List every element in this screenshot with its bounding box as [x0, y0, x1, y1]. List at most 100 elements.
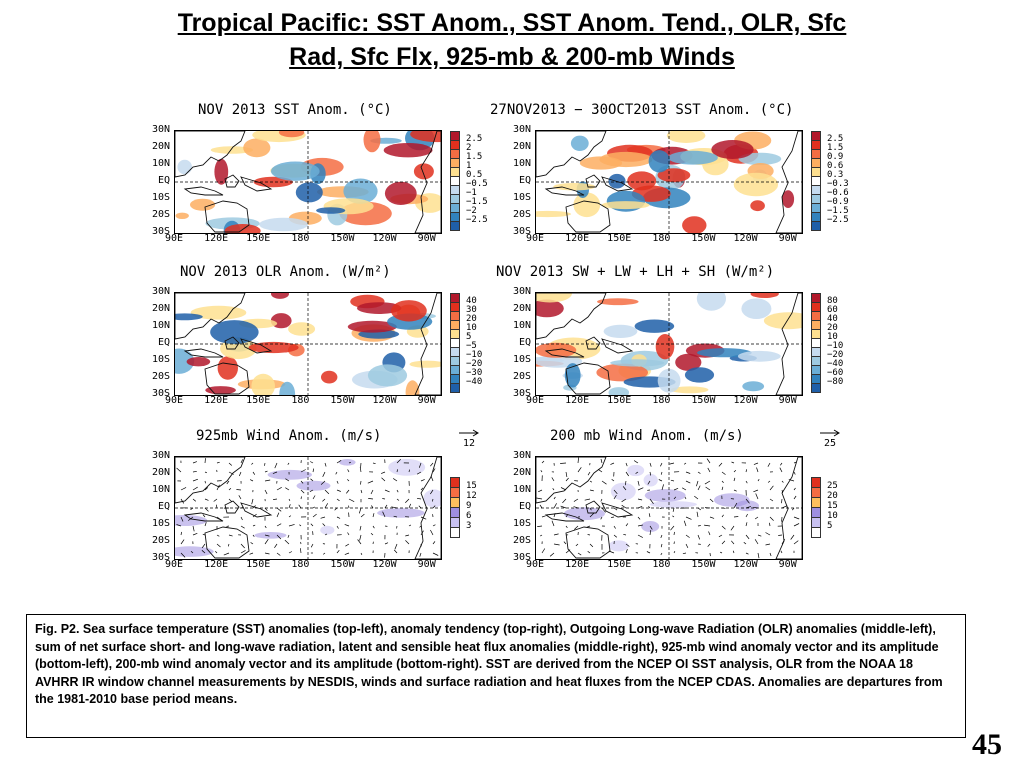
lon-label: 150E [246, 233, 271, 244]
lon-label: 90W [417, 559, 436, 570]
colorbar-label: 10 [827, 332, 838, 342]
lat-label: 30N [151, 450, 170, 461]
lon-label: 180 [652, 233, 671, 244]
lon-label: 120E [204, 559, 229, 570]
colorbar-label: −30 [466, 368, 483, 378]
lon-label: 150W [330, 395, 355, 406]
lat-label: 20N [151, 303, 170, 314]
slide-title: Tropical Pacific: SST Anom., SST Anom. T… [40, 6, 984, 74]
lat-label: 20S [512, 371, 531, 382]
colorbar-label: −20 [466, 359, 483, 369]
lat-label: 10N [151, 158, 170, 169]
colorbar-label: 1.5 [466, 152, 483, 162]
lat-label: 30N [512, 450, 531, 461]
lat-label: EQ [518, 175, 531, 186]
colorbar-label: −2.5 [466, 215, 488, 225]
lat-label: 10N [151, 484, 170, 495]
colorbar-label: 9 [466, 501, 472, 511]
colorbar-label: 15 [827, 501, 838, 511]
lon-label: 120E [565, 233, 590, 244]
map-graphic [175, 293, 441, 395]
colorbar-label: 2.5 [827, 134, 844, 144]
lon-label: 150W [691, 395, 716, 406]
colorbar-label: −0.9 [827, 197, 849, 207]
colorbar-label: 2 [466, 143, 472, 153]
lat-label: 20S [151, 209, 170, 220]
colorbar-label: 15 [466, 481, 477, 491]
map-wind925 [174, 456, 442, 560]
lon-label: 120E [565, 395, 590, 406]
lat-label: 30S [151, 226, 170, 237]
lat-label: 20N [512, 303, 531, 314]
colorbar-label: 5 [466, 332, 472, 342]
lon-label: 150E [607, 559, 632, 570]
colorbar-swatch [811, 383, 821, 393]
lon-label: 180 [291, 233, 310, 244]
map-graphic [175, 131, 441, 233]
figure-caption: Fig. P2. Sea surface temperature (SST) a… [26, 614, 966, 738]
lat-label: 30N [151, 286, 170, 297]
colorbar-label: 20 [827, 491, 838, 501]
colorbar-label: −20 [827, 350, 844, 360]
reference-vector-label: 12 [462, 438, 476, 449]
colorbar-swatch [811, 221, 821, 231]
colorbar-label: 20 [827, 323, 838, 333]
lon-label: 150W [691, 559, 716, 570]
lat-label: EQ [518, 501, 531, 512]
colorbar-label: 1 [466, 161, 472, 171]
lon-label: 90E [525, 395, 545, 406]
anomaly-shading [536, 293, 802, 395]
continent-outlines [175, 293, 441, 395]
lat-label: EQ [157, 175, 170, 186]
lon-label: 120E [565, 559, 590, 570]
lon-label: 150W [330, 233, 355, 244]
lat-label: 20N [151, 467, 170, 478]
lat-label: 20S [151, 535, 170, 546]
colorbar-label: −10 [466, 350, 483, 360]
lat-label: 30S [151, 552, 170, 563]
continent-outlines [175, 131, 441, 233]
lon-label: 150W [691, 233, 716, 244]
panel-title: NOV 2013 SST Anom. (°C) [198, 102, 392, 118]
colorbar-label: 0.6 [827, 161, 844, 171]
lat-label: 30S [512, 552, 531, 563]
colorbar-label: 3 [466, 521, 472, 531]
colorbar-label: 5 [827, 521, 833, 531]
lat-label: 30N [512, 286, 531, 297]
lon-label: 120W [372, 395, 397, 406]
colorbar-label: −40 [827, 359, 844, 369]
colorbar-label: −1.5 [466, 197, 488, 207]
lon-label: 90E [164, 559, 184, 570]
colorbar-label: 10 [827, 511, 838, 521]
anomaly-shading [563, 464, 759, 552]
lat-label: 20S [512, 535, 531, 546]
lon-label: 120E [204, 395, 229, 406]
lat-label: 10S [151, 192, 170, 203]
colorbar-swatch [450, 527, 460, 538]
lat-label: 30S [151, 388, 170, 399]
lon-label: 120W [733, 395, 758, 406]
colorbar-label: −40 [466, 377, 483, 387]
lat-label: 10N [512, 158, 531, 169]
lat-label: 20N [151, 141, 170, 152]
colorbar-label: 20 [466, 314, 477, 324]
map-graphic [536, 293, 802, 395]
colorbar-label: −2.5 [827, 215, 849, 225]
lat-label: 30N [151, 124, 170, 135]
slide-title-line1: Tropical Pacific: SST Anom., SST Anom. T… [177, 9, 847, 37]
colorbar-label: 2.5 [466, 134, 483, 144]
lon-label: 90W [778, 559, 797, 570]
lon-label: 120W [733, 233, 758, 244]
map-graphic [536, 457, 802, 559]
lat-label: 20N [512, 467, 531, 478]
map-wind200 [535, 456, 803, 560]
map-graphic [175, 457, 441, 559]
lat-label: EQ [157, 501, 170, 512]
page-number: 45 [972, 728, 1002, 761]
lat-label: 10S [512, 354, 531, 365]
lon-label: 90W [778, 233, 797, 244]
colorbar-label: 0.3 [827, 170, 844, 180]
colorbar-label: −2 [466, 206, 477, 216]
panel-title: 27NOV2013 − 30OCT2013 SST Anom. (°C) [490, 102, 794, 118]
colorbar-label: 40 [827, 314, 838, 324]
